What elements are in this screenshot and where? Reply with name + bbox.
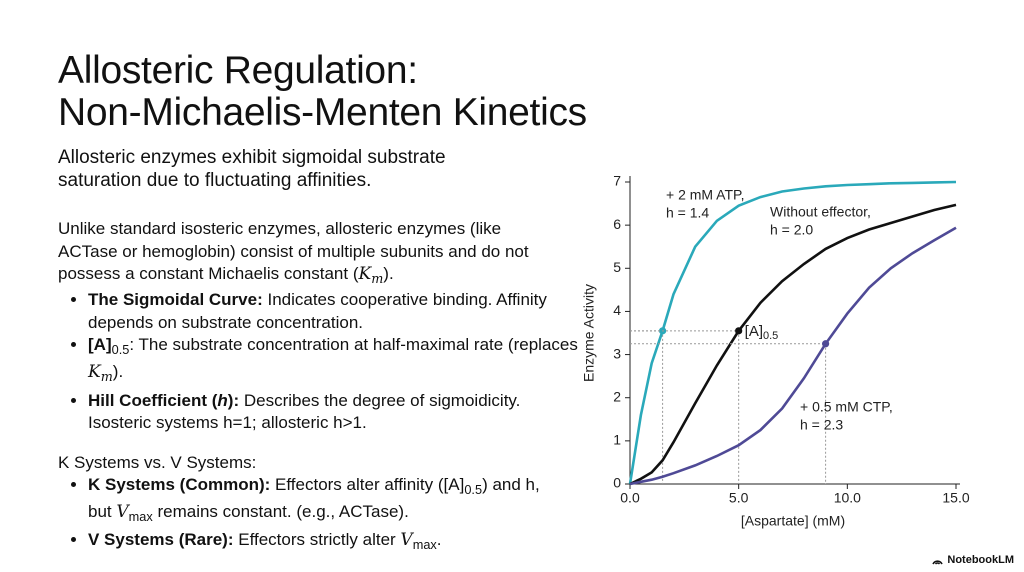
y-tick-label: 1 (613, 432, 621, 448)
text-run: V (116, 502, 129, 523)
curve (629, 203, 957, 486)
x-tick-label: 10.0 (834, 490, 861, 506)
bullet: The Sigmoidal Curve: Indicates cooperati… (88, 289, 578, 334)
marker-label: [A]0.5 (745, 323, 779, 342)
series-note: h = 1.4 (666, 205, 709, 221)
text-run: Effectors strictly alter (233, 529, 401, 549)
section-heading: K Systems vs. V Systems: (58, 453, 257, 472)
x-tick-label: 0.0 (620, 490, 640, 506)
bullet: [A]0.5: The substrate concentration at h… (88, 334, 578, 390)
text-run: ): (227, 390, 240, 410)
text-run: Indicates cooperative binding. Affinity … (88, 290, 547, 332)
y-tick-label: 7 (613, 173, 621, 189)
bullet-list: The Sigmoidal Curve: Indicates cooperati… (58, 289, 578, 435)
text-run: V Systems (Rare): (88, 529, 234, 549)
bullet: Hill Coefficient (h): Describes the degr… (88, 390, 578, 435)
text-run: m (100, 370, 113, 386)
text-run: max (128, 509, 153, 525)
text-run: K Systems (Common): (88, 475, 271, 494)
chart: 0 1 2 3 4 5 6 7 0.0 5.0 10.0 15.0 [Aspartate] (mM) En… (581, 173, 970, 529)
text-run: remains constant. (e.g., ACTase). (152, 502, 409, 522)
text-run: [A] (88, 335, 112, 354)
y-tick-label: 3 (613, 345, 621, 361)
y-tick-label: 6 (613, 216, 621, 232)
y-tick-label: 2 (613, 388, 621, 404)
text-run: Hill Coefficient ( (88, 390, 218, 410)
text-run: V (400, 529, 413, 550)
text-run: Effectors alter affinity ([A] (270, 475, 465, 494)
logo-icon (932, 559, 944, 565)
text-run: h (217, 390, 228, 410)
subtitle: Allosteric enzymes exhibit sigmoidal sub… (58, 147, 446, 191)
series-note: h = 2.3 (800, 417, 843, 433)
marker-label-sub: 0.5 (763, 330, 778, 342)
paragraph: Unlike standard isosteric enzymes, allos… (58, 218, 558, 291)
x-tick-label: 15.0 (942, 490, 969, 506)
text-run: ). (112, 362, 124, 382)
point-marker (822, 340, 830, 348)
x-tick-label: 5.0 (729, 490, 749, 506)
title: Allosteric Regulation: Non-Michaelis-Men… (58, 50, 587, 134)
title-line: Non-Michaelis-Menten Kinetics (58, 91, 587, 134)
curve (629, 226, 957, 486)
series-label: + 2 mM ATP, (666, 187, 744, 203)
y-tick-label: 4 (613, 302, 621, 318)
point-marker (735, 327, 743, 335)
text-run: K (358, 264, 372, 284)
series-note: h = 2.0 (770, 222, 813, 238)
y-axis-label: Enzyme Activity (581, 284, 597, 382)
series-label: + 0.5 mM CTP, (800, 399, 893, 415)
text-run: Unlike standard isosteric enzymes, allos… (58, 219, 529, 283)
title-line: Allosteric Regulation: (58, 49, 418, 92)
curve (628, 180, 957, 485)
y-tick-label: 0 (613, 475, 621, 491)
bullet: V Systems (Rare): Effectors strictly alt… (88, 529, 568, 556)
text-run: m (371, 271, 384, 287)
footer: NotebookLM (932, 554, 1014, 566)
text-run: . (436, 529, 442, 549)
text-run: K (88, 362, 101, 383)
text-run: ). (383, 264, 394, 283)
text-run: max (412, 536, 437, 552)
text-run: 0.5 (111, 341, 130, 357)
text-run: : The substrate concentration at half-ma… (129, 335, 578, 354)
marker-label-text: [A] (745, 323, 763, 340)
x-axis-label: [Aspartate] (mM) (741, 513, 845, 529)
text-run: Describes the degree of sigmoidicity. Is… (88, 390, 521, 433)
footer-text: NotebookLM (947, 554, 1014, 566)
text-run: ) and h, but (88, 475, 540, 522)
text-run: The Sigmoidal Curve: (88, 290, 263, 309)
bullet-list: K Systems (Common): Effectors alter affi… (58, 474, 568, 556)
y-tick-label: 5 (613, 259, 621, 275)
text-run: 0.5 (464, 481, 483, 497)
series-label: Without effector, (770, 204, 871, 220)
bullet: K Systems (Common): Effectors alter affi… (88, 474, 568, 529)
